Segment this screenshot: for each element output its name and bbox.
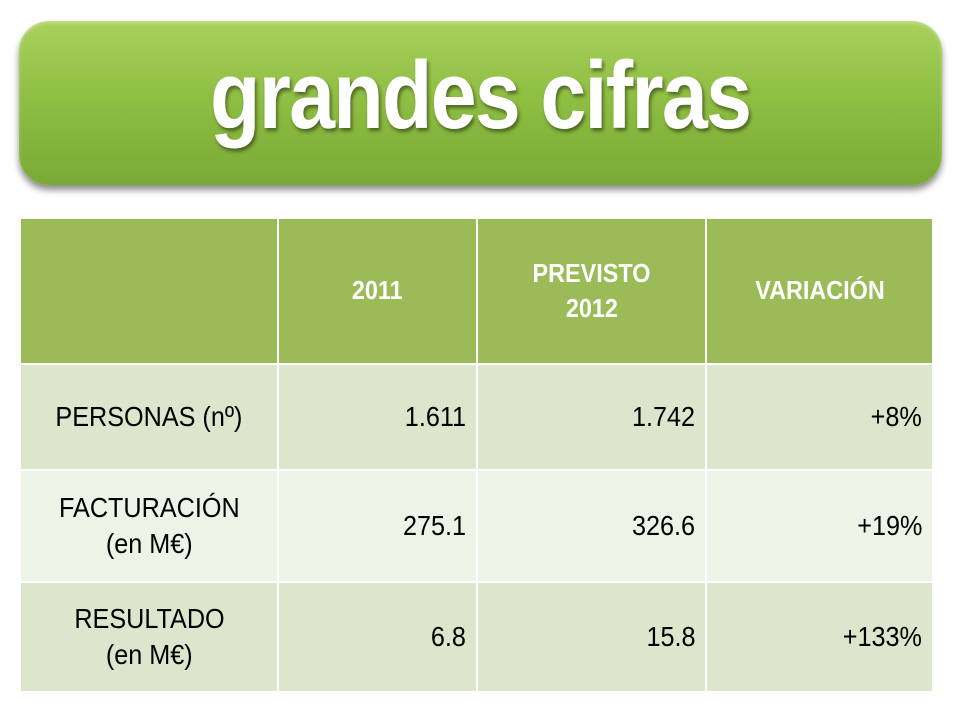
- header-cell-previsto-2012: PREVISTO 2012: [476, 217, 707, 365]
- title-banner: grandes cifras: [19, 21, 942, 185]
- table-row: PERSONAS (nº) 1.611 1.742 +8%: [19, 363, 934, 471]
- table-row: RESULTADO (en M€) 6.8 15.8 +133%: [19, 581, 934, 693]
- row-label: PERSONAS (nº): [19, 363, 279, 471]
- header-cell-2011: 2011: [277, 217, 478, 365]
- value-2011: 275.1: [277, 469, 478, 583]
- value-2012: 15.8: [476, 581, 707, 693]
- value-variation: +133%: [705, 581, 934, 693]
- page-title: grandes cifras: [210, 42, 752, 149]
- figures-table: 2011 PREVISTO 2012 VARIACIÓN PERSONAS (n…: [19, 217, 934, 693]
- value-variation: +19%: [705, 469, 934, 583]
- table-row: FACTURACIÓN (en M€) 275.1 326.6 +19%: [19, 469, 934, 583]
- header-cell-variacion: VARIACIÓN: [705, 217, 934, 365]
- header-cell-empty: [19, 217, 279, 365]
- value-2012: 326.6: [476, 469, 707, 583]
- value-variation: +8%: [705, 363, 934, 471]
- row-label: RESULTADO (en M€): [19, 581, 279, 693]
- row-label: FACTURACIÓN (en M€): [19, 469, 279, 583]
- value-2011: 1.611: [277, 363, 478, 471]
- value-2011: 6.8: [277, 581, 478, 693]
- value-2012: 1.742: [476, 363, 707, 471]
- header-row: 2011 PREVISTO 2012 VARIACIÓN: [19, 217, 934, 365]
